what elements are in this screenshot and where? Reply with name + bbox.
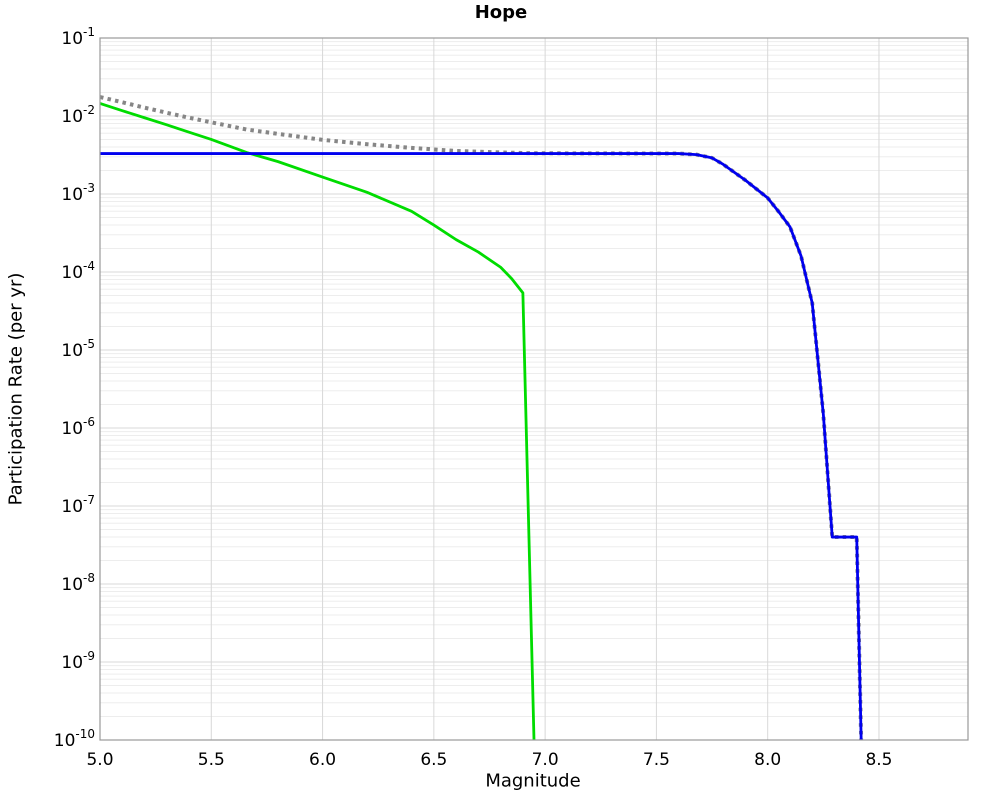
- x-tick-label: 6.0: [309, 750, 336, 770]
- series-blue-solid-line: [100, 152, 863, 741]
- y-tick-label: 10-4: [61, 259, 95, 283]
- series-green-solid-line: [99, 102, 536, 741]
- x-tick-label: 5.5: [198, 750, 225, 770]
- x-tick-label: 7.0: [532, 750, 559, 770]
- x-axis-label: Magnitude: [485, 770, 581, 792]
- gridlines: [100, 38, 968, 740]
- series-group: [99, 95, 864, 741]
- y-axis-label: Participation Rate (per yr): [5, 272, 27, 506]
- y-tick-label: 10-5: [61, 337, 95, 361]
- chart-title: Hope: [474, 2, 528, 23]
- x-tick-label: 7.5: [643, 750, 670, 770]
- y-tick-label: 10-3: [61, 181, 95, 205]
- y-tick-labels: 10-1 10-2 10-3 10-4 10-5 10-6 10-7 10-8 10-9 10-1…: [54, 25, 95, 751]
- y-tick-label: 10-10: [54, 727, 95, 751]
- x-tick-label: 5.0: [86, 750, 113, 770]
- y-tick-label: 10-1: [61, 25, 95, 49]
- y-tick-label: 10-7: [61, 493, 95, 517]
- y-tick-label: 10-9: [61, 649, 95, 673]
- y-tick-label: 10-8: [61, 571, 95, 595]
- y-tick-label: 10-2: [61, 103, 95, 127]
- x-tick-labels: 5.0 5.5 6.0 6.5 7.0 7.5 8.0 8.5: [86, 750, 892, 770]
- y-tick-label: 10-6: [61, 415, 95, 439]
- x-tick-label: 6.5: [420, 750, 447, 770]
- x-tick-label: 8.5: [865, 750, 892, 770]
- plot-background: [100, 38, 968, 740]
- x-tick-label: 8.0: [754, 750, 781, 770]
- axes-spines: [99, 37, 969, 741]
